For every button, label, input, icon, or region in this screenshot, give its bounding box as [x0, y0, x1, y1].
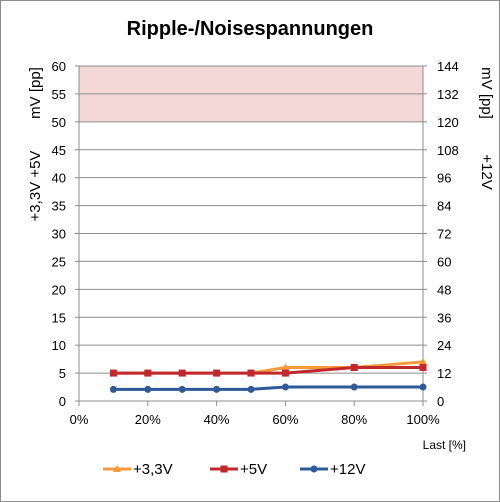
data-point [281, 369, 289, 377]
y-left-tick-label: 60 [52, 59, 66, 74]
y-right-unit-label: mV [pp] [478, 67, 495, 119]
y-left-tick-label: 0 [59, 394, 66, 409]
y-right-tick-label: 120 [437, 115, 459, 130]
y-right-tick-label: 12 [437, 366, 451, 381]
y-right-tick-label: 132 [437, 87, 459, 102]
data-point [213, 385, 221, 393]
data-point [178, 369, 186, 377]
data-point [281, 383, 289, 391]
legend-marker [220, 465, 228, 473]
y-right-tick-label: 144 [437, 59, 459, 74]
legend-marker [310, 465, 318, 473]
legend: +3,3V +5V +12V [103, 461, 365, 478]
data-point [350, 364, 358, 371]
y-right-tick-label: 48 [437, 282, 451, 297]
y-right-tick-label: 60 [437, 254, 451, 269]
chart-title: Ripple-/Noisespannungen [127, 18, 374, 40]
y-right-tick-label: 72 [437, 227, 451, 242]
y-left-tick-label: 30 [52, 227, 66, 242]
legend-label: +3,3V [133, 461, 173, 478]
y-left-series-label: +3,3V +5V [27, 151, 44, 222]
series-line [113, 366, 423, 375]
y-left-tick-label: 45 [52, 143, 66, 158]
y-left-tick-label: 40 [52, 171, 66, 186]
data-point [144, 385, 152, 393]
x-tick-label: 0% [70, 412, 89, 427]
y-right-tick-label: 108 [437, 143, 459, 158]
legend-marker [113, 465, 121, 472]
data-point [247, 385, 255, 393]
data-point [144, 369, 152, 377]
legend-label: +12V [330, 461, 365, 478]
data-point [350, 383, 358, 391]
y-left-tick-label: 35 [52, 199, 66, 214]
series-12v [109, 383, 427, 393]
y-left-tick-label: 25 [52, 254, 66, 269]
y-right-tick-label: 24 [437, 338, 451, 353]
y-left-tick-label: 10 [52, 338, 66, 353]
y-left-tick-label: 50 [52, 115, 66, 130]
legend-label: +5V [240, 461, 267, 478]
y-right-tick-label: 36 [437, 310, 451, 325]
x-tick-label: 20% [135, 412, 161, 427]
data-point [281, 363, 290, 371]
y-left-tick-label: 20 [52, 282, 66, 297]
y-left-tick-label: 5 [59, 366, 66, 381]
y-left-unit-label: mV [pp] [27, 67, 44, 119]
x-tick-label: 80% [341, 412, 367, 427]
data-point [419, 364, 427, 371]
x-axis-title: Last [%] [423, 438, 466, 452]
y-right-series-label: +12V [478, 154, 495, 189]
y-left-tick-label: 15 [52, 310, 66, 325]
data-point [109, 385, 117, 393]
y-right-tick-label: 0 [437, 394, 444, 409]
y-left-tick-label: 55 [52, 87, 66, 102]
y-right-tick-label: 84 [437, 199, 451, 214]
data-point [419, 357, 427, 365]
data-point [213, 369, 221, 377]
data-point [109, 369, 117, 377]
x-tick-label: 100% [406, 412, 440, 427]
series-5v [109, 364, 427, 377]
data-point [419, 383, 427, 391]
series-line [113, 385, 423, 391]
x-tick-label: 60% [272, 412, 298, 427]
data-point [178, 385, 186, 393]
data-point [247, 369, 255, 377]
x-tick-label: 40% [204, 412, 230, 427]
y-right-tick-label: 96 [437, 171, 451, 186]
